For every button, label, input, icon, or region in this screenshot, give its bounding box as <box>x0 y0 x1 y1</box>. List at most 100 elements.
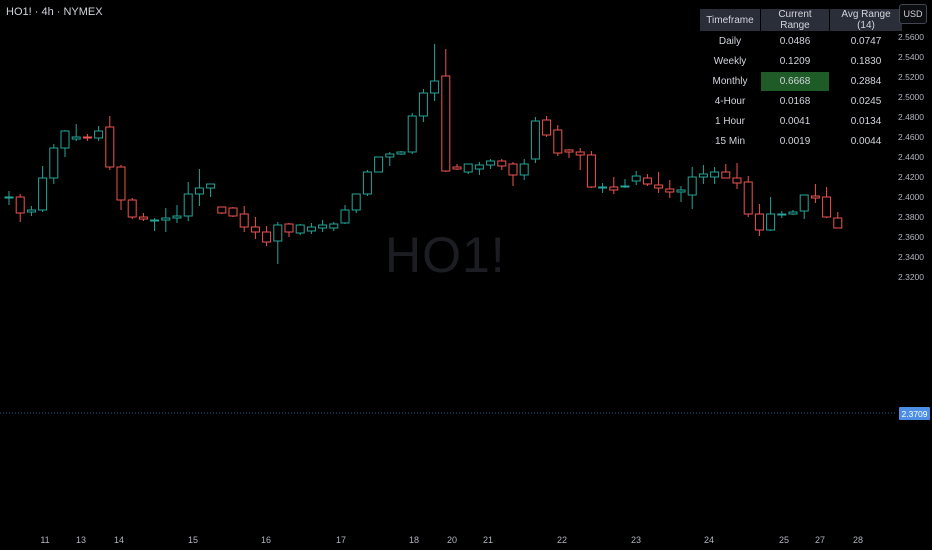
candle <box>642 174 652 186</box>
candle-body <box>217 206 227 214</box>
candle-body <box>161 217 171 221</box>
candle <box>654 172 664 193</box>
candle-body <box>698 173 708 178</box>
candle <box>788 210 798 215</box>
candle <box>318 220 328 232</box>
candle <box>161 208 171 232</box>
candle-body <box>710 171 720 178</box>
candle <box>698 165 708 184</box>
symbol-watermark: HO1! <box>385 227 506 283</box>
candle <box>26 206 36 216</box>
candle <box>542 116 552 137</box>
range-cell-current: 0.0019 <box>779 136 811 147</box>
time-axis-label: 11 <box>40 535 50 545</box>
time-axis-label: 17 <box>335 535 347 545</box>
candle-body <box>452 166 462 170</box>
candle <box>49 144 59 184</box>
candle-body <box>642 177 652 185</box>
candle-body <box>250 226 260 233</box>
candle-body <box>564 149 574 153</box>
time-axis-label: 15 <box>187 535 199 545</box>
range-row: Monthly 0.6668 0.2884 <box>700 72 902 91</box>
candle-body <box>228 207 238 217</box>
candle <box>4 191 14 205</box>
col-avg-range: Avg Range (14) <box>830 9 902 31</box>
candle <box>687 167 697 209</box>
candle <box>474 162 484 175</box>
candle-body <box>620 185 630 188</box>
candle-body <box>262 231 272 243</box>
candle-body <box>351 193 361 211</box>
candle-body <box>519 163 529 176</box>
candle <box>206 183 216 197</box>
candle <box>452 164 462 170</box>
candle <box>676 186 686 202</box>
range-cell-avg: 0.2884 <box>850 76 882 87</box>
candle <box>340 205 350 224</box>
candle-body <box>732 177 742 184</box>
price-axis-label: 2.4400 <box>898 152 924 162</box>
price-axis-label: 2.5600 <box>898 32 924 42</box>
range-row: 15 Min 0.0019 0.0044 <box>700 132 902 151</box>
candle-body <box>105 126 115 168</box>
currency-button[interactable]: USD <box>899 4 927 24</box>
candle <box>116 165 126 210</box>
range-cell-current: 0.0041 <box>779 116 811 127</box>
col-current-range: Current Range <box>761 9 829 31</box>
candle-body <box>799 194 809 212</box>
range-cell-avg: 0.0747 <box>850 36 882 47</box>
candle <box>217 206 227 214</box>
candle-body <box>26 209 36 213</box>
candle <box>284 223 294 237</box>
candle <box>250 217 260 239</box>
candle <box>430 44 440 101</box>
candle <box>721 164 731 179</box>
candle-body <box>396 151 406 155</box>
candle-body <box>206 183 216 189</box>
candle-body <box>15 196 25 214</box>
candle <box>82 134 92 141</box>
candle <box>766 197 776 231</box>
range-cell-timeframe: Monthly <box>712 76 748 87</box>
candle <box>810 184 820 203</box>
candle-body <box>654 184 664 189</box>
candle <box>273 222 283 264</box>
candle <box>743 176 753 217</box>
candle-body <box>754 213 764 231</box>
candle <box>609 177 619 194</box>
candle <box>441 49 451 172</box>
candle <box>127 198 137 219</box>
price-axis-label: 2.3600 <box>898 232 924 242</box>
candle-body <box>553 129 563 154</box>
range-cell-timeframe: 15 Min <box>714 136 745 147</box>
range-cell-avg: 0.0044 <box>850 136 882 147</box>
price-axis-label: 2.4800 <box>898 112 924 122</box>
range-table: Timeframe Current Range Avg Range (14) D… <box>699 8 903 152</box>
candle-body <box>82 136 92 139</box>
candle-body <box>822 196 832 218</box>
candle <box>194 169 204 206</box>
candle-body <box>665 188 675 193</box>
time-axis-label: 18 <box>408 535 420 545</box>
candle-body <box>687 176 697 196</box>
candle-body <box>94 130 104 139</box>
candle-body <box>676 189 686 193</box>
range-row: 4-Hour 0.0168 0.0245 <box>700 92 902 111</box>
candle <box>385 152 395 166</box>
candle <box>228 207 238 217</box>
candle-body <box>306 226 316 232</box>
candle <box>105 116 115 170</box>
symbol-title[interactable]: HO1! · 4h · NYMEX <box>6 6 103 18</box>
candle-body <box>150 219 160 222</box>
time-axis-label: 14 <box>113 535 125 545</box>
candle <box>564 149 574 158</box>
candle <box>530 117 540 163</box>
candle-body <box>239 213 249 228</box>
candle <box>486 159 496 169</box>
candle <box>822 187 832 218</box>
candle <box>94 126 104 141</box>
range-cell-timeframe: 4-Hour <box>714 96 746 107</box>
candle <box>329 222 339 231</box>
candle-body <box>172 215 182 219</box>
